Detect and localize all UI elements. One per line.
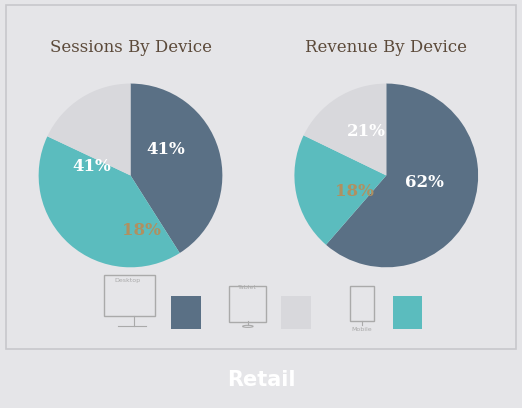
Text: 18%: 18% xyxy=(122,222,161,239)
Bar xyxy=(171,296,201,329)
Title: Sessions By Device: Sessions By Device xyxy=(50,39,211,56)
Text: 18%: 18% xyxy=(335,184,374,200)
Text: Retail: Retail xyxy=(227,370,295,390)
FancyBboxPatch shape xyxy=(104,275,155,316)
Wedge shape xyxy=(294,135,386,245)
Bar xyxy=(393,296,422,329)
Wedge shape xyxy=(130,84,222,253)
Text: Desktop: Desktop xyxy=(114,277,140,283)
FancyBboxPatch shape xyxy=(350,286,374,322)
Text: Mobile: Mobile xyxy=(351,327,372,332)
Text: 41%: 41% xyxy=(73,158,111,175)
Wedge shape xyxy=(39,136,180,267)
Bar xyxy=(281,296,311,329)
Wedge shape xyxy=(326,84,478,267)
Title: Revenue By Device: Revenue By Device xyxy=(305,39,467,56)
Text: 62%: 62% xyxy=(406,174,444,191)
Text: Tablet: Tablet xyxy=(239,285,257,290)
Text: 41%: 41% xyxy=(146,141,185,158)
Text: 21%: 21% xyxy=(347,123,386,140)
Wedge shape xyxy=(48,84,130,175)
Wedge shape xyxy=(304,84,386,175)
FancyBboxPatch shape xyxy=(229,286,266,322)
